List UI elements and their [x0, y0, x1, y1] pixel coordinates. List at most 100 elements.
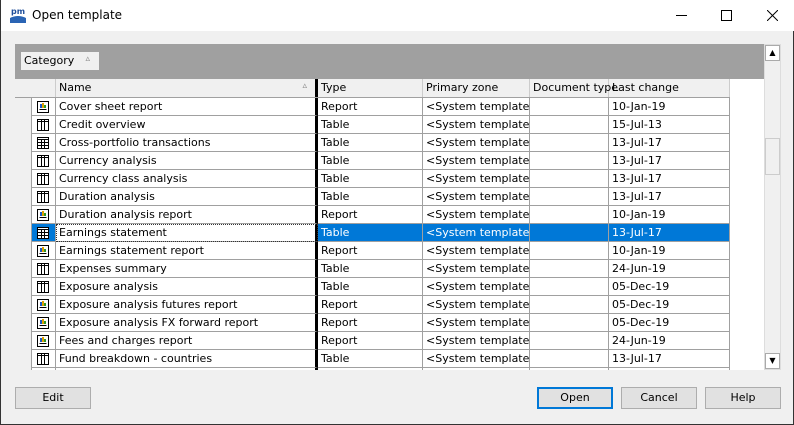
cell-name[interactable]: Fund breakdown - countries: [56, 350, 318, 368]
cell-last-change[interactable]: 10-Jan-19: [609, 242, 730, 260]
cell-name[interactable]: Cover sheet report: [56, 98, 318, 116]
cell-last-change[interactable]: 05-Dec-19: [609, 278, 730, 296]
category-group-button[interactable]: Category ▵: [21, 52, 99, 70]
cell-type[interactable]: Report: [318, 206, 423, 224]
cell-document-type[interactable]: [530, 242, 609, 260]
edit-button[interactable]: Edit: [15, 387, 91, 409]
cell-document-type[interactable]: [530, 260, 609, 278]
cell-primary-zone[interactable]: <System templates>: [423, 98, 530, 116]
cell-name[interactable]: [56, 368, 318, 370]
table-row[interactable]: [15, 368, 730, 370]
cell-type[interactable]: Table: [318, 224, 423, 242]
cell-primary-zone[interactable]: <System templates>: [423, 152, 530, 170]
cell-name[interactable]: Cross-portfolio transactions: [56, 134, 318, 152]
cell-document-type[interactable]: [530, 206, 609, 224]
cell-last-change[interactable]: 13-Jul-17: [609, 152, 730, 170]
cell-type[interactable]: Table: [318, 116, 423, 134]
cell-last-change[interactable]: 24-Jun-19: [609, 332, 730, 350]
open-button[interactable]: Open: [537, 387, 613, 409]
cell-name[interactable]: Duration analysis: [56, 188, 318, 206]
cell-type[interactable]: Table: [318, 350, 423, 368]
column-header-last-change[interactable]: Last change: [609, 79, 730, 97]
cell-type[interactable]: Table: [318, 278, 423, 296]
table-row[interactable]: Expenses summary Table <System templates…: [15, 260, 730, 278]
cell-primary-zone[interactable]: <System templates>: [423, 188, 530, 206]
table-row[interactable]: Earnings statement report Report <System…: [15, 242, 730, 260]
cell-name[interactable]: Earnings statement: [56, 224, 318, 242]
cell-document-type[interactable]: [530, 224, 609, 242]
cell-last-change[interactable]: 15-Jul-13: [609, 116, 730, 134]
cell-name[interactable]: Credit overview: [56, 116, 318, 134]
cell-name[interactable]: Fees and charges report: [56, 332, 318, 350]
cell-primary-zone[interactable]: <System templates>: [423, 170, 530, 188]
cell-name[interactable]: Exposure analysis: [56, 278, 318, 296]
table-row[interactable]: Credit overview Table <System templates>…: [15, 116, 730, 134]
column-header-type[interactable]: Type: [318, 79, 423, 97]
cell-type[interactable]: Report: [318, 242, 423, 260]
cell-document-type[interactable]: [530, 152, 609, 170]
cell-type[interactable]: Table: [318, 170, 423, 188]
cell-last-change[interactable]: 13-Jul-17: [609, 350, 730, 368]
cell-last-change[interactable]: 10-Jan-19: [609, 98, 730, 116]
cell-document-type[interactable]: [530, 332, 609, 350]
cell-type[interactable]: Report: [318, 314, 423, 332]
cell-document-type[interactable]: [530, 116, 609, 134]
cell-primary-zone[interactable]: <System templates>: [423, 134, 530, 152]
scrollbar-thumb[interactable]: [765, 138, 780, 175]
table-row[interactable]: Cross-portfolio transactions Table <Syst…: [15, 134, 730, 152]
cell-name[interactable]: Earnings statement report: [56, 242, 318, 260]
cell-document-type[interactable]: [530, 98, 609, 116]
cell-type[interactable]: Table: [318, 188, 423, 206]
cell-primary-zone[interactable]: <System templates>: [423, 260, 530, 278]
table-row[interactable]: Currency class analysis Table <System te…: [15, 170, 730, 188]
cell-document-type[interactable]: [530, 296, 609, 314]
cell-document-type[interactable]: [530, 278, 609, 296]
table-row[interactable]: Exposure analysis FX forward report Repo…: [15, 314, 730, 332]
cell-last-change[interactable]: [609, 368, 730, 370]
cell-type[interactable]: Report: [318, 98, 423, 116]
cell-primary-zone[interactable]: <System templates>: [423, 242, 530, 260]
cell-last-change[interactable]: 13-Jul-17: [609, 188, 730, 206]
vertical-scrollbar[interactable]: ▲ ▼: [764, 44, 781, 370]
cell-last-change[interactable]: 05-Dec-19: [609, 314, 730, 332]
cell-primary-zone[interactable]: <System templates>: [423, 278, 530, 296]
cell-type[interactable]: [318, 368, 423, 370]
cell-primary-zone[interactable]: <System templates>: [423, 350, 530, 368]
cell-name[interactable]: Expenses summary: [56, 260, 318, 278]
cell-type[interactable]: Report: [318, 332, 423, 350]
column-header-document-type[interactable]: Document type: [530, 79, 618, 97]
scroll-up-button[interactable]: ▲: [765, 45, 780, 61]
cell-type[interactable]: Table: [318, 260, 423, 278]
cell-primary-zone[interactable]: <System templates>: [423, 296, 530, 314]
cell-name[interactable]: Exposure analysis FX forward report: [56, 314, 318, 332]
column-header-name[interactable]: Name ▵: [56, 79, 318, 97]
table-row[interactable]: Duration analysis report Report <System …: [15, 206, 730, 224]
cell-last-change[interactable]: 13-Jul-17: [609, 170, 730, 188]
table-row[interactable]: Cover sheet report Report <System templa…: [15, 98, 730, 116]
column-header-primary-zone[interactable]: Primary zone: [423, 79, 530, 97]
maximize-button[interactable]: [703, 0, 749, 31]
cell-primary-zone[interactable]: [423, 368, 530, 370]
cell-document-type[interactable]: [530, 368, 609, 370]
cell-last-change[interactable]: 13-Jul-17: [609, 224, 730, 242]
table-row[interactable]: Currency analysis Table <System template…: [15, 152, 730, 170]
template-grid[interactable]: Category ▵ Name ▵ Type Primary zone Docume…: [15, 44, 764, 370]
table-row[interactable]: Exposure analysis Table <System template…: [15, 278, 730, 296]
cell-document-type[interactable]: [530, 314, 609, 332]
cell-document-type[interactable]: [530, 188, 609, 206]
cell-primary-zone[interactable]: <System templates>: [423, 314, 530, 332]
table-row[interactable]: Duration analysis Table <System template…: [15, 188, 730, 206]
cell-primary-zone[interactable]: <System templates>: [423, 116, 530, 134]
cell-last-change[interactable]: 13-Jul-17: [609, 134, 730, 152]
scroll-down-button[interactable]: ▼: [765, 353, 780, 369]
close-button[interactable]: [749, 0, 794, 31]
cancel-button[interactable]: Cancel: [621, 387, 697, 409]
cell-primary-zone[interactable]: <System templates>: [423, 332, 530, 350]
cell-name[interactable]: Duration analysis report: [56, 206, 318, 224]
help-button[interactable]: Help: [705, 387, 781, 409]
cell-last-change[interactable]: 10-Jan-19: [609, 206, 730, 224]
minimize-button[interactable]: [658, 0, 704, 31]
table-row[interactable]: Fees and charges report Report <System t…: [15, 332, 730, 350]
cell-name[interactable]: Exposure analysis futures report: [56, 296, 318, 314]
cell-type[interactable]: Table: [318, 152, 423, 170]
